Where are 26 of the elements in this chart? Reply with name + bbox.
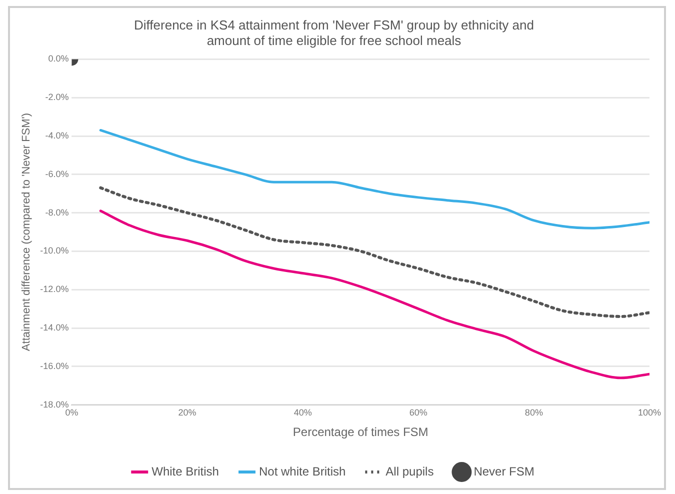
y-tick-label: -4.0%	[45, 130, 69, 140]
y-tick-label: -10.0%	[40, 246, 69, 256]
y-tick-label: -16.0%	[40, 360, 69, 371]
line-series	[99, 186, 650, 318]
x-axis-title: Percentage of times FSM	[292, 425, 428, 440]
line-series	[99, 128, 650, 230]
chart-title: Difference in KS4 attainment from 'Never FSM' group by ethnicity and amount of time eligible for free school meals	[134, 17, 534, 48]
y-tick-label: -12.0%	[40, 284, 69, 294]
legend-label: All pupils	[386, 464, 434, 478]
line-series	[99, 210, 650, 380]
x-tick-label: 100%	[638, 408, 662, 418]
y-axis-title: Attainment difference (compared to 'Never FSM')	[20, 112, 33, 352]
y-tick-label: -6.0%	[45, 168, 69, 179]
x-tick-label: 0%	[65, 408, 78, 418]
x-tick-label: 40%	[294, 408, 312, 418]
legend-label: Not white British	[258, 464, 346, 478]
legend-label: White British	[152, 464, 219, 478]
y-tick-label: -8.0%	[45, 207, 69, 218]
y-tick-label: -2.0%	[45, 92, 69, 102]
legend-label: Never FSM	[474, 464, 534, 478]
x-tick-label: 20%	[178, 408, 196, 418]
y-tick-label: -18.0%	[40, 399, 69, 410]
y-tick-label: -14.0%	[40, 322, 69, 332]
y-tick-label: 0.0%	[48, 54, 69, 64]
x-tick-label: 80%	[524, 408, 543, 418]
x-tick-label: 60%	[409, 408, 428, 418]
